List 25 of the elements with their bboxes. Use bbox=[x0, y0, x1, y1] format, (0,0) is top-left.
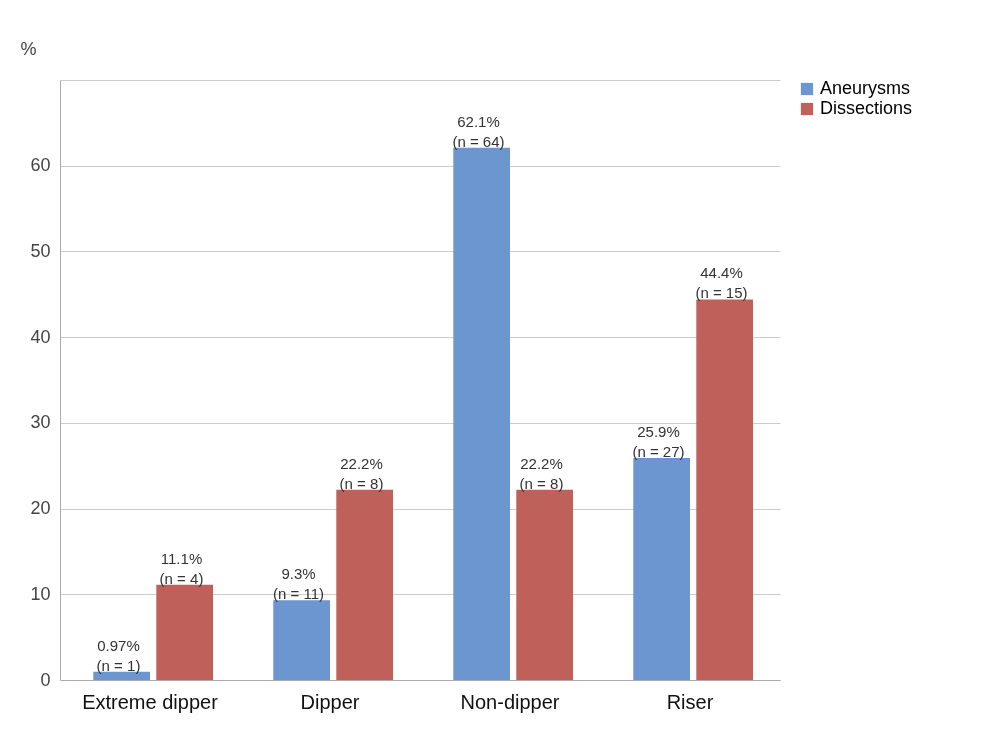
data-label: 9.3% (n = 11) bbox=[273, 565, 324, 603]
y-tick-label: 10 bbox=[30, 583, 51, 604]
y-tick-label: 0 bbox=[40, 669, 51, 690]
bar bbox=[273, 600, 330, 680]
y-tick-label: 20 bbox=[30, 498, 51, 519]
data-label: 25.9% (n = 27) bbox=[632, 423, 685, 460]
x-tick-label: Dipper bbox=[300, 690, 360, 713]
legend-label: Aneurysms bbox=[820, 78, 911, 98]
legend-label: Dissections bbox=[820, 98, 913, 118]
y-tick-label: 50 bbox=[30, 240, 51, 261]
x-tick-label: Extreme dipper bbox=[82, 690, 219, 713]
data-label: 44.4% (n = 15) bbox=[695, 264, 748, 302]
bar bbox=[696, 299, 753, 680]
y-tick-label: 60 bbox=[30, 155, 51, 176]
data-label: 22.2% (n = 8) bbox=[519, 454, 564, 492]
data-label: 62.1% (n = 64) bbox=[452, 112, 505, 150]
y-axis-title: % bbox=[20, 38, 37, 59]
x-tick-label: Non-dipper bbox=[460, 690, 560, 713]
y-tick-label: 40 bbox=[30, 326, 51, 347]
data-label: 22.2% (n = 8) bbox=[339, 454, 384, 492]
y-tick-label: 30 bbox=[30, 412, 51, 433]
data-label: 11.1% (n = 4) bbox=[159, 549, 204, 587]
x-tick-label: Riser bbox=[666, 690, 714, 713]
bar bbox=[633, 458, 690, 680]
data-label: 0.97% (n = 1) bbox=[96, 636, 141, 674]
